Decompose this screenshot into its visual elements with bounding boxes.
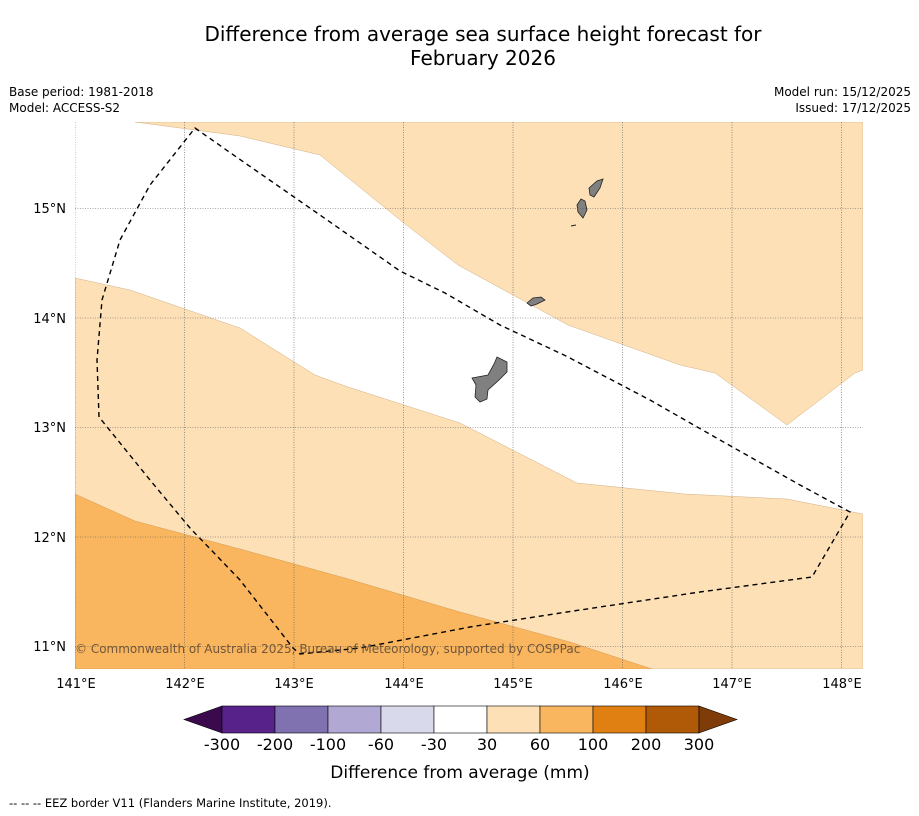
- lon-label-143: 143°E: [274, 677, 314, 692]
- issued-text: Issued: 17/12/2025: [795, 101, 911, 115]
- colorbar: -300 -200 -100 -60 -30 30 60 100 200 300: [183, 705, 738, 754]
- colorbar-tick-label: -300: [204, 735, 240, 754]
- anomaly-band-30-60-north: [134, 122, 863, 426]
- model-run-text: Model run: 15/12/2025: [773, 85, 911, 99]
- colorbar-tick-label: -100: [310, 735, 346, 754]
- colorbar-tick-label: 60: [530, 735, 550, 754]
- eez-border: [96, 127, 851, 655]
- colorbar-segment-60-to-100: [539, 705, 594, 734]
- colorbar-tick-label: 100: [578, 735, 609, 754]
- model-text: Model: ACCESS-S2: [9, 101, 121, 115]
- lon-label-146: 146°E: [603, 677, 643, 692]
- base-period-text: Base period: 1981-2018: [9, 85, 154, 99]
- colorbar-segment--100-to--60: [327, 705, 382, 734]
- colorbar-tick-label: -30: [421, 735, 447, 754]
- colorbar-segment-200-to-300: [645, 705, 700, 734]
- lon-label-145: 145°E: [493, 677, 533, 692]
- rota-island: [526, 296, 546, 307]
- meta-left: Base period: 1981-2018 Model: ACCESS-S2: [9, 84, 154, 116]
- lat-label-15: 15°N: [33, 202, 66, 217]
- colorbar-extend-low: [183, 705, 223, 734]
- chart-title: Difference from average sea surface heig…: [0, 22, 919, 70]
- title-line-2: February 2026: [410, 46, 556, 70]
- lat-label-14: 14°N: [33, 312, 66, 327]
- lat-label-11: 11°N: [33, 640, 66, 655]
- colorbar-tick-label: -60: [368, 735, 394, 754]
- lon-label-141: 141°E: [56, 677, 96, 692]
- colorbar-tick-label: 300: [684, 735, 715, 754]
- colorbar-label: Difference from average (mm): [330, 763, 589, 783]
- meta-right: Model run: 15/12/2025 Issued: 17/12/2025: [774, 84, 911, 116]
- title-line-1: Difference from average sea surface heig…: [204, 22, 762, 46]
- saipan-island: [588, 178, 604, 198]
- colorbar-segment--30-to-30: [433, 705, 488, 734]
- colorbar-segment--60-to--30: [380, 705, 435, 734]
- anomaly-band-60-100: [75, 493, 653, 669]
- colorbar-extend-high: [698, 705, 738, 734]
- tinian-island: [576, 198, 588, 219]
- lat-label-13: 13°N: [33, 421, 66, 436]
- colorbar-segment-30-to-60: [486, 705, 541, 734]
- gridlines: [75, 122, 863, 669]
- lat-axis-labels: 15°N 14°N 13°N 12°N 11°N: [33, 202, 66, 655]
- colorbar-tick-label: 200: [631, 735, 662, 754]
- map-figure: © Commonwealth of Australia 2025, Bureau…: [33, 122, 863, 783]
- lon-label-147: 147°E: [712, 677, 752, 692]
- lon-label-148: 148°E: [822, 677, 862, 692]
- copyright-text: © Commonwealth of Australia 2025, Bureau…: [75, 642, 580, 656]
- lon-label-142: 142°E: [165, 677, 205, 692]
- lon-label-144: 144°E: [384, 677, 424, 692]
- colorbar-tick-label: 30: [477, 735, 497, 754]
- lat-label-12: 12°N: [33, 531, 66, 546]
- aguijan-island: [570, 224, 577, 227]
- colorbar-segment--300-to--200: [221, 705, 276, 734]
- eez-footnote: -- -- -- EEZ border V11 (Flanders Marine…: [9, 796, 332, 810]
- colorbar-segment--200-to--100: [274, 705, 329, 734]
- guam-island: [471, 356, 508, 403]
- map-plot-area: © Commonwealth of Australia 2025, Bureau…: [75, 122, 863, 669]
- colorbar-tick-label: -200: [257, 735, 293, 754]
- colorbar-segment-100-to-200: [592, 705, 647, 734]
- lon-axis-labels: 141°E 142°E 143°E 144°E 145°E 146°E 147°…: [56, 677, 862, 692]
